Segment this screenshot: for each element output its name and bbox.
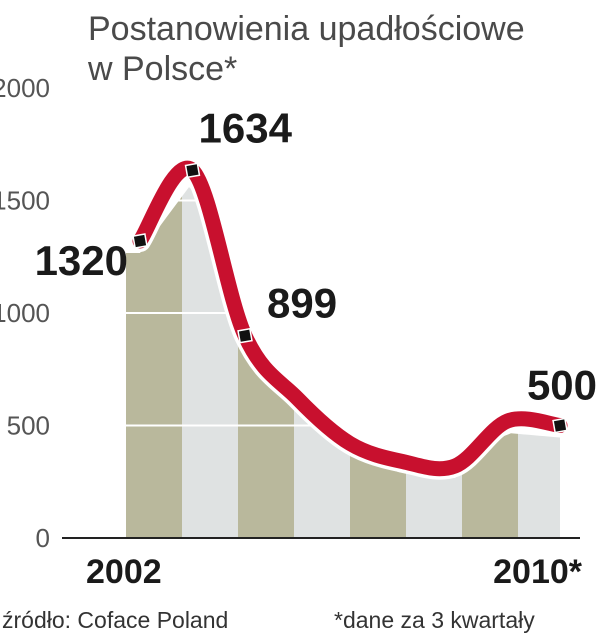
series-line: [129, 157, 571, 480]
background-band: [350, 455, 406, 538]
series-line-path: [132, 160, 568, 477]
background-band: [294, 406, 350, 538]
chart-subtitle: w Polsce*: [87, 50, 237, 88]
data-marker: [184, 162, 201, 179]
source-note: źródło: Coface Poland: [2, 607, 228, 633]
background-band: [182, 187, 238, 538]
y-tick-label: 1000: [0, 298, 50, 328]
data-label: 1320: [35, 237, 128, 284]
data-label: 500: [527, 362, 597, 409]
background-band: [238, 325, 294, 538]
background-bands: [126, 187, 560, 538]
data-label: 1634: [199, 104, 293, 151]
x-axis: 2002 2010*: [86, 553, 583, 591]
data-marker: [552, 417, 568, 434]
background-band: [126, 196, 182, 538]
y-tick-label: 500: [7, 411, 50, 441]
background-band: [518, 433, 560, 538]
data-label: 899: [267, 280, 337, 327]
y-tick-label: 1500: [0, 186, 50, 216]
y-tick-label: 2000: [0, 73, 50, 103]
background-band: [406, 472, 462, 538]
footnote: *dane za 3 kwartały: [334, 607, 535, 633]
background-band: [462, 433, 518, 538]
data-labels: 1320 1634 899 500: [35, 104, 597, 408]
y-axis: 0 500 1000 1500 2000: [0, 73, 50, 553]
x-tick-label: 2002: [86, 553, 162, 591]
data-marker: [237, 327, 253, 344]
chart-title: Postanowienia upadłościowe: [88, 10, 525, 48]
data-marker: [132, 233, 148, 249]
x-tick-label: 2010*: [493, 553, 583, 591]
data-markers: [132, 162, 568, 434]
y-tick-label: 0: [36, 523, 50, 553]
